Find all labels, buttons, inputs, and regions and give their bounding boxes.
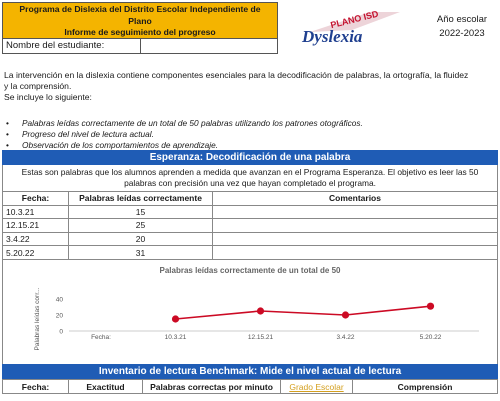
table-header-row: Fecha: Palabras leídas correctamente Com… — [2, 191, 498, 206]
column-header: Fecha: — [2, 379, 69, 394]
y-tick-label: 40 — [56, 297, 64, 304]
x-tick-label: 3.4.22 — [336, 334, 354, 341]
y-axis-label: Palabras leídas corr... — [34, 287, 41, 350]
student-name-row: Nombre del estudiante: — [2, 39, 278, 54]
table-row: 5.20.22 31 — [2, 245, 498, 260]
program-title-line2: Plano — [128, 15, 152, 26]
intro-line: y la comprensión. — [4, 81, 72, 91]
data-point — [256, 307, 265, 315]
data-point — [171, 315, 180, 323]
school-year-value: 2022-2023 — [439, 28, 485, 39]
words-cell: 25 — [68, 218, 213, 233]
column-header: Exactitud — [68, 379, 143, 394]
grade-level-link[interactable]: Grado Escolar — [289, 381, 344, 392]
list-item: Progreso del nivel de lectura actual. — [6, 129, 486, 140]
description-line: Estas son palabras que los alumnos apren… — [21, 167, 479, 177]
data-point — [426, 302, 435, 310]
date-cell: 5.20.22 — [2, 245, 69, 260]
table-row: 3.4.22 20 — [2, 231, 498, 247]
student-name-field[interactable] — [141, 39, 278, 53]
x-tick-label: 5.20.22 — [420, 334, 442, 341]
school-year-label: Año escolar — [436, 14, 488, 25]
x-axis-caption: Fecha: — [91, 334, 111, 341]
date-cell: 3.4.22 — [2, 231, 69, 247]
column-header: Palabras correctas por minuto — [142, 379, 281, 394]
section-title-decoding: Esperanza: Decodificación de una palabra — [2, 150, 498, 165]
comment-cell[interactable] — [212, 218, 498, 233]
intro-line: Se incluye lo siguiente: — [4, 92, 92, 102]
date-cell: 10.3.21 — [2, 204, 69, 220]
words-read-chart: Palabras leídas correctamente de un tota… — [2, 259, 498, 364]
grade-level-header: Grado Escolar — [280, 379, 353, 394]
date-cell: 12.15.21 — [2, 218, 69, 233]
table-row: 10.3.21 15 — [2, 204, 498, 220]
intro-line: La intervención en la dislexia contiene … — [4, 70, 469, 80]
y-tick-label: 20 — [56, 313, 64, 320]
column-header: Fecha: — [2, 191, 69, 206]
description-line: palabras con precisión una vez que hayan… — [124, 178, 376, 188]
column-header: Comprensión — [352, 379, 498, 394]
list-item: Observación de los comportamientos de ap… — [6, 140, 486, 151]
column-header: Palabras leídas correctamente — [68, 191, 213, 206]
included-items-list: Palabras leídas correctamente de un tota… — [6, 118, 486, 151]
comment-cell[interactable] — [212, 204, 498, 220]
data-point — [341, 311, 350, 319]
words-cell: 31 — [68, 245, 213, 260]
benchmark-table: Fecha: Exactitud Palabras correctas por … — [2, 379, 498, 394]
student-name-label: Nombre del estudiante: — [6, 40, 105, 51]
chart-title: Palabras leídas correctamente de un tota… — [160, 266, 342, 275]
program-title-line1: Programa de Dislexia del Distrito Escola… — [19, 4, 261, 14]
x-tick-label: 12.15.21 — [248, 334, 274, 341]
comment-cell[interactable] — [212, 245, 498, 260]
section-title-benchmark: Inventario de lectura Benchmark: Mide el… — [2, 364, 498, 379]
comment-cell[interactable] — [212, 231, 498, 247]
series-line — [175, 305, 431, 320]
program-header: Programa de Dislexia del Distrito Escola… — [2, 2, 278, 39]
column-header: Comentarios — [212, 191, 498, 206]
logo-bottom-text: Dyslexia — [301, 27, 363, 46]
x-tick-label: 10.3.21 — [165, 334, 187, 341]
y-tick-label: 0 — [59, 329, 63, 336]
list-item: Palabras leídas correctamente de un tota… — [6, 118, 486, 129]
table-header-row: Fecha: Exactitud Palabras correctas por … — [2, 379, 498, 394]
intro-paragraph: La intervención en la dislexia contiene … — [4, 70, 496, 103]
section-description: Estas son palabras que los alumnos apren… — [2, 165, 498, 191]
table-row: 12.15.21 25 — [2, 218, 498, 233]
words-cell: 15 — [68, 204, 213, 220]
school-year: Año escolar 2022-2023 — [428, 13, 496, 41]
words-read-table: Fecha: Palabras leídas correctamente Com… — [2, 191, 498, 260]
report-title: Informe de seguimiento del progreso — [64, 27, 216, 37]
plano-isd-dyslexia-logo: PLANO ISD Dyslexia — [301, 8, 400, 46]
words-cell: 20 — [68, 231, 213, 247]
chart-canvas: Palabras leídas correctamente de un tota… — [34, 266, 479, 350]
